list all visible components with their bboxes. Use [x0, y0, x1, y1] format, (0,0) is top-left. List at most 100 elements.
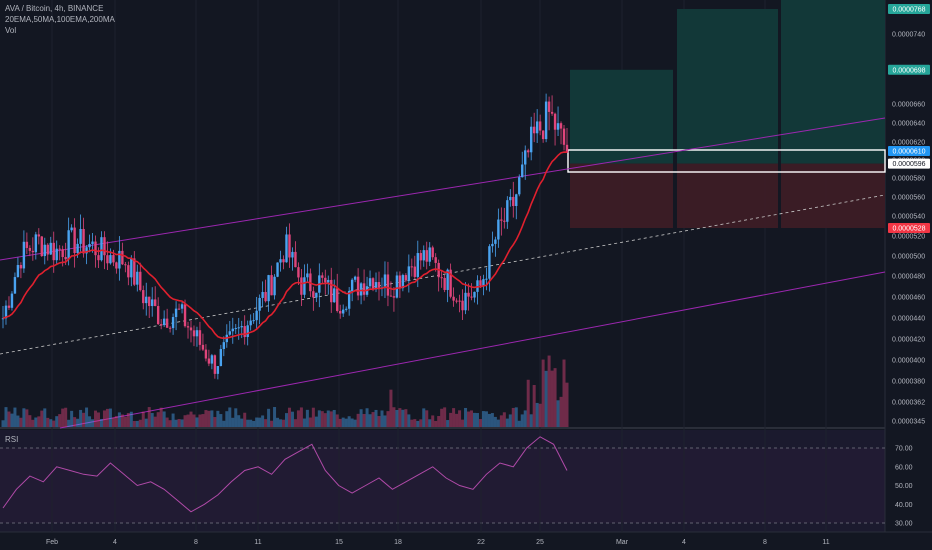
- volume-bar: [201, 414, 205, 427]
- volume-bar: [362, 413, 366, 427]
- volume-bar: [431, 415, 435, 427]
- candle-body: [58, 248, 61, 250]
- volume-bar: [246, 419, 250, 427]
- candle-body: [183, 304, 187, 327]
- candle-body: [61, 249, 64, 258]
- candle-body: [25, 241, 29, 248]
- candle-body: [186, 326, 190, 328]
- candle-body: [306, 273, 309, 278]
- volume-bar: [326, 410, 330, 427]
- volume-bar: [132, 420, 136, 427]
- volume-bar: [332, 409, 336, 427]
- candle-body: [562, 128, 566, 145]
- price-tag-label: 0.0000698: [892, 67, 925, 74]
- candle-body: [362, 283, 366, 295]
- stop-zone: [677, 163, 778, 228]
- volume-bar: [138, 419, 142, 427]
- candle-body: [195, 330, 199, 337]
- candle-body: [255, 310, 258, 321]
- channel-upper-line: [0, 117, 886, 261]
- candle-body: [151, 299, 154, 307]
- volume-bar: [368, 414, 372, 427]
- candle-body: [544, 101, 548, 140]
- candle-body: [538, 121, 542, 131]
- candle-body: [162, 318, 166, 326]
- volume-bar: [141, 411, 145, 427]
- candle-body: [285, 234, 288, 263]
- volume-bar: [159, 407, 163, 427]
- candle-body: [509, 196, 512, 201]
- candle-body: [67, 230, 70, 260]
- candle-body: [401, 275, 405, 289]
- volume-bar: [443, 407, 447, 427]
- candle-body: [100, 237, 103, 261]
- candle-body: [133, 258, 136, 285]
- volume-bar: [49, 419, 53, 427]
- volume-bar: [28, 415, 32, 427]
- candle-body: [353, 276, 357, 280]
- candle-body: [216, 366, 220, 374]
- volume-bar: [114, 416, 118, 427]
- volume-bar: [180, 419, 184, 427]
- volume-bar: [311, 407, 315, 427]
- volume-bar: [216, 410, 220, 427]
- indicator-legend[interactable]: 20EMA,50MA,100EMA,200MA: [5, 15, 115, 24]
- volume-bar: [553, 368, 557, 427]
- volume-bar: [386, 411, 390, 427]
- candle-body: [118, 250, 121, 269]
- candle-body: [550, 111, 554, 114]
- candle-body: [168, 327, 172, 329]
- volume-bar: [299, 407, 303, 427]
- volume-bar: [556, 400, 560, 427]
- candle-body: [192, 330, 196, 337]
- candle-body: [422, 250, 425, 261]
- volume-bar: [356, 413, 360, 427]
- volume-bar: [273, 407, 277, 427]
- volume-bar: [374, 409, 378, 427]
- volume-bar: [440, 408, 444, 427]
- candle-body: [264, 291, 267, 302]
- candle-body: [297, 267, 300, 278]
- volume-bar: [91, 419, 95, 427]
- candle-body: [500, 219, 503, 221]
- volume-bar: [228, 407, 232, 427]
- volume-bar: [150, 413, 154, 427]
- volume-bar: [7, 411, 11, 427]
- volume-bar: [308, 417, 312, 427]
- candle-body: [383, 274, 387, 288]
- volume-bar: [505, 418, 509, 427]
- volume-bar: [225, 411, 229, 427]
- volume-bar: [55, 416, 59, 427]
- volume-bar: [4, 407, 8, 427]
- volume-bar: [544, 370, 548, 427]
- volume-bar: [449, 412, 453, 427]
- candle-body: [449, 269, 452, 297]
- volume-bar: [490, 413, 494, 427]
- rsi-tick-label: 50.00: [895, 483, 913, 490]
- rsi-band: [0, 448, 885, 523]
- candle-body: [315, 292, 318, 298]
- volume-bar: [76, 418, 80, 427]
- candle-body: [518, 177, 521, 195]
- candle-body: [103, 237, 106, 256]
- volume-bar: [213, 417, 217, 427]
- volume-bar: [323, 413, 327, 427]
- volume-bar: [305, 409, 309, 427]
- candle-body: [377, 282, 381, 288]
- volume-bar: [410, 419, 414, 427]
- volume-bar: [88, 416, 92, 427]
- stop-zone: [781, 163, 885, 228]
- time-tick-label: 11: [822, 539, 829, 546]
- channel-lower-line: [59, 271, 886, 429]
- candle-body: [237, 327, 240, 329]
- price-tag-label: 0.0000610: [892, 149, 925, 156]
- symbol-title[interactable]: AVA / Bitcoin, 4h, BINANCE: [5, 4, 104, 13]
- volume-bar: [481, 411, 485, 427]
- candle-body: [46, 244, 49, 255]
- volume-legend[interactable]: Vol: [5, 26, 17, 35]
- rsi-legend[interactable]: RSI: [5, 435, 19, 444]
- candle-body: [91, 241, 94, 245]
- volume-bar: [320, 411, 324, 427]
- volume-bar: [111, 417, 115, 427]
